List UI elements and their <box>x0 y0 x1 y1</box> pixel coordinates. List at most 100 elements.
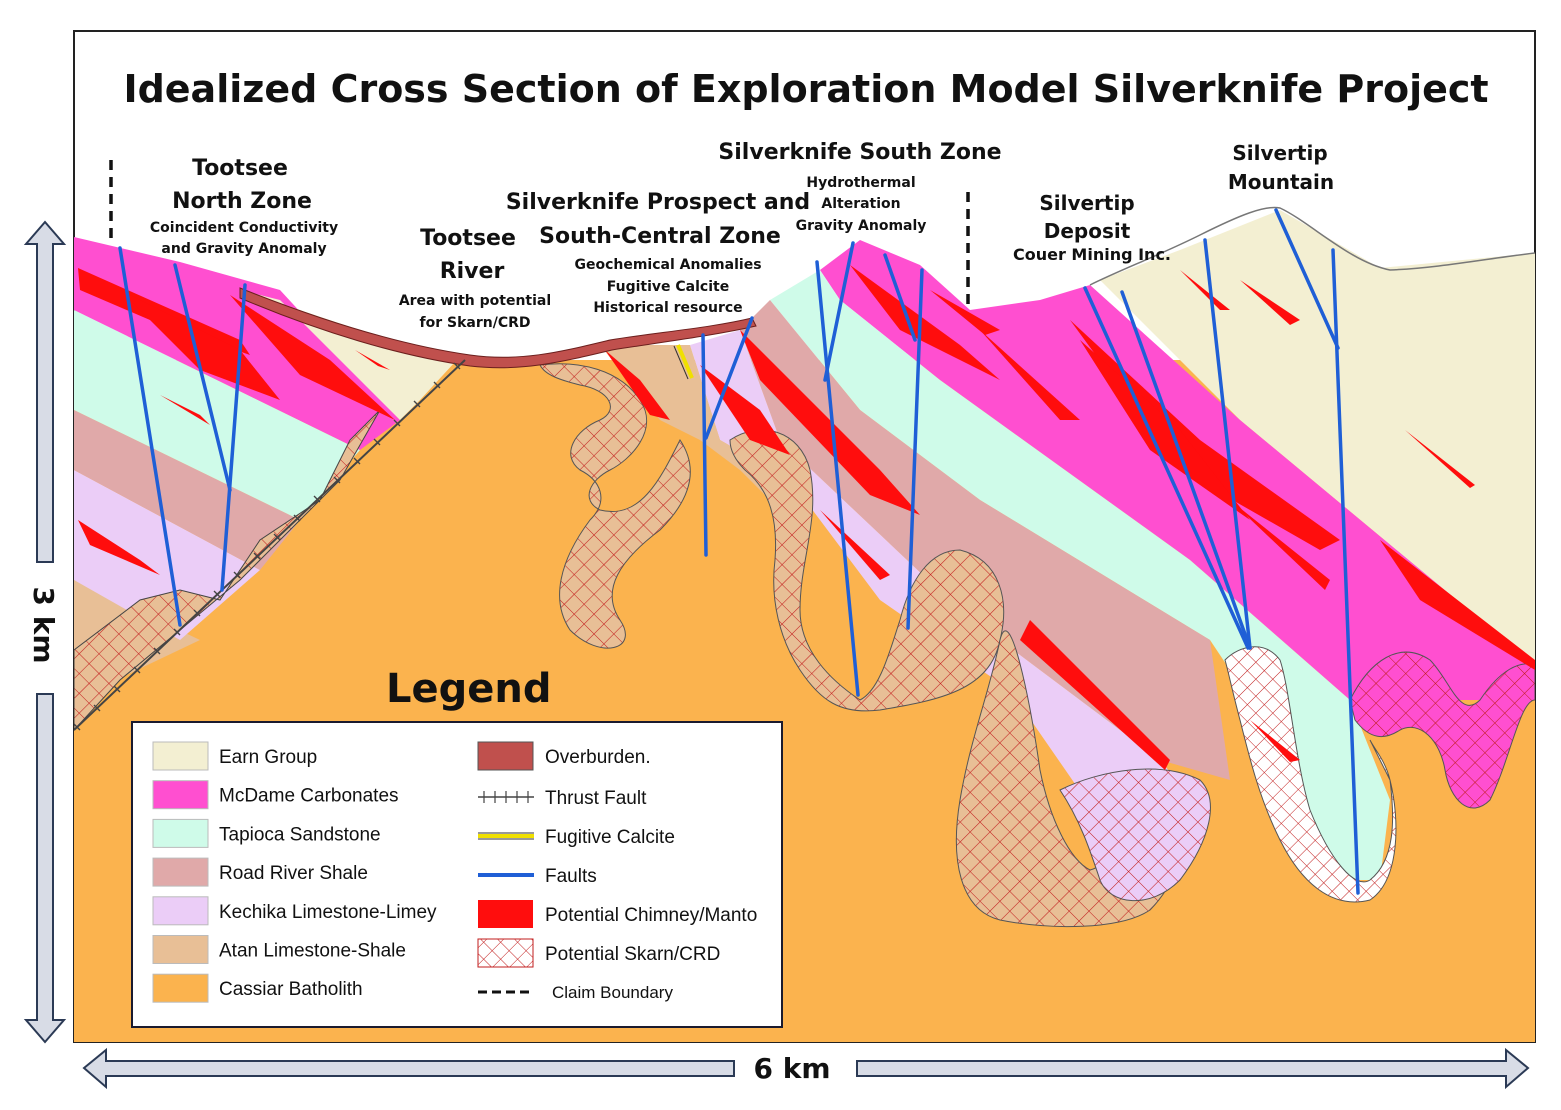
svg-text:Area with potential: Area with potential <box>399 293 551 309</box>
fault-line <box>883 253 917 342</box>
legend-label-skarn: Potential Skarn/CRD <box>545 944 720 965</box>
east-earn-layer <box>1100 210 1535 665</box>
svg-text:South-Central Zone: South-Central Zone <box>539 224 781 249</box>
legend-label-chimney: Potential Chimney/Manto <box>545 905 757 926</box>
fugitive-calcite-vein <box>676 344 694 379</box>
zone-label-silverknife-south: Silverknife South Zone Hydrothermal Alte… <box>718 140 1001 234</box>
skarn-rim-kechika <box>1059 768 1211 902</box>
legend-swatch <box>152 780 209 810</box>
legend-label-overburden: Overburden. <box>545 747 651 768</box>
legend-label: Kechika Limestone-Limey <box>219 902 437 923</box>
svg-text:Geochemical Anomalies: Geochemical Anomalies <box>574 257 761 273</box>
west-roadriver-layer <box>74 410 300 570</box>
manto-lens <box>1250 720 1300 762</box>
horizontal-scale-label: 6 km <box>753 1052 830 1085</box>
skarn-finger-4 <box>1224 646 1397 903</box>
svg-text:Historical resource: Historical resource <box>593 300 742 316</box>
svg-text:Hydrothermal: Hydrothermal <box>806 175 915 191</box>
vertical-scale: 3 km <box>23 220 67 1044</box>
overburden-layer <box>239 287 757 369</box>
svg-text:Couer Mining Inc.: Couer Mining Inc. <box>1013 245 1171 264</box>
down-arrow-icon <box>23 693 67 1044</box>
zone-label-tootsee-river: Tootsee River Area with potential for Sk… <box>399 226 551 331</box>
svg-text:Deposit: Deposit <box>1044 219 1131 243</box>
manto-lens <box>740 330 920 515</box>
manto-lens <box>1405 430 1475 488</box>
east-sequence <box>600 210 1535 880</box>
legend-swatch <box>152 973 209 1003</box>
manto-lens <box>160 395 210 425</box>
manto-lens <box>850 265 1000 380</box>
manto-lens <box>820 510 890 580</box>
east-tapioca-layer <box>770 270 1390 880</box>
legend-label: Atan Limestone-Shale <box>219 941 406 962</box>
legend-title: Legend <box>386 666 552 712</box>
faults <box>118 208 1360 895</box>
svg-text:North Zone: North Zone <box>172 189 312 214</box>
zone-label-silverknife-prospect: Silverknife Prospect and South-Central Z… <box>506 190 810 316</box>
legend-features: Overburden. Thrust Fault Fugitive Calcit… <box>477 741 757 1002</box>
west-earn-layer <box>240 290 455 420</box>
zone-label-tootsee-north: Tootsee North Zone Coincident Conductivi… <box>150 156 338 257</box>
svg-text:Silvertip: Silvertip <box>1232 141 1327 165</box>
svg-text:Silvertip: Silvertip <box>1039 191 1134 215</box>
legend-label-thrust-fault: Thrust Fault <box>545 788 647 809</box>
fault-line <box>815 260 860 697</box>
legend-label-claim-boundary: Claim Boundary <box>552 983 673 1002</box>
fault-line <box>118 246 182 627</box>
diagram-title: Idealized Cross Section of Exploration M… <box>123 67 1488 111</box>
svg-text:Alteration: Alteration <box>821 196 900 212</box>
svg-text:Silverknife Prospect and: Silverknife Prospect and <box>506 190 810 215</box>
up-arrow-icon <box>23 220 67 563</box>
manto-lens <box>355 350 390 370</box>
zone-label-silvertip-deposit: Silvertip Deposit Couer Mining Inc. <box>1013 191 1171 264</box>
legend-label: Tapioca Sandstone <box>219 824 381 845</box>
fault-line <box>823 241 855 382</box>
svg-text:Tootsee: Tootsee <box>420 226 516 251</box>
manto-lens <box>1230 500 1330 590</box>
legend-swatch <box>152 857 209 887</box>
manto-lens <box>980 330 1080 420</box>
west-tapioca-layer <box>74 310 360 520</box>
vertical-scale-label: 3 km <box>27 586 60 663</box>
legend-label-fugitive-calcite: Fugitive Calcite <box>545 827 675 848</box>
svg-text:Mountain: Mountain <box>1228 170 1334 194</box>
manto-lens <box>605 350 670 420</box>
right-arrow-icon <box>856 1047 1530 1090</box>
east-mcdame-layer <box>820 240 1535 700</box>
legend-swatch <box>152 896 209 926</box>
legend-box: Earn Group McDame Carbonates Tapioca Sands… <box>131 721 783 1028</box>
skarn-finger-1 <box>539 363 691 649</box>
manto-lens <box>1180 270 1230 310</box>
svg-text:River: River <box>440 259 505 284</box>
legend-label: Cassiar Batholith <box>219 979 363 1000</box>
fault-line <box>1331 248 1360 895</box>
manto-lens <box>230 295 395 420</box>
legend-label-faults: Faults <box>545 866 597 887</box>
overburden-swatch <box>477 741 534 771</box>
svg-text:Coincident Conductivity: Coincident Conductivity <box>150 220 338 236</box>
topography-line <box>1089 206 1535 286</box>
manto-lens <box>1080 340 1250 520</box>
legend-label: Earn Group <box>219 747 317 768</box>
fault-line <box>173 263 232 492</box>
svg-text:and Gravity Anomaly: and Gravity Anomaly <box>161 241 326 257</box>
left-arrow-icon <box>82 1047 735 1090</box>
manto-lens <box>1070 320 1340 550</box>
fault-line <box>701 333 708 557</box>
manto-lens <box>1020 620 1170 770</box>
manto-lens <box>700 365 790 455</box>
zone-label-silvertip-mountain: Silvertip Mountain <box>1228 141 1334 194</box>
svg-text:Tootsee: Tootsee <box>192 156 288 181</box>
legend-units: Earn Group McDame Carbonates Tapioca Sands… <box>152 741 437 1003</box>
skarn-swatch <box>477 938 534 968</box>
fault-line <box>906 268 924 630</box>
svg-text:for Skarn/CRD: for Skarn/CRD <box>420 315 531 331</box>
fault-line <box>1083 286 1250 650</box>
skarn-finger-5 <box>1349 651 1535 809</box>
east-roadriver-layer <box>740 300 1230 780</box>
manto-lens <box>1380 540 1535 670</box>
manto-lens <box>78 268 250 355</box>
fault-line <box>1203 238 1252 650</box>
